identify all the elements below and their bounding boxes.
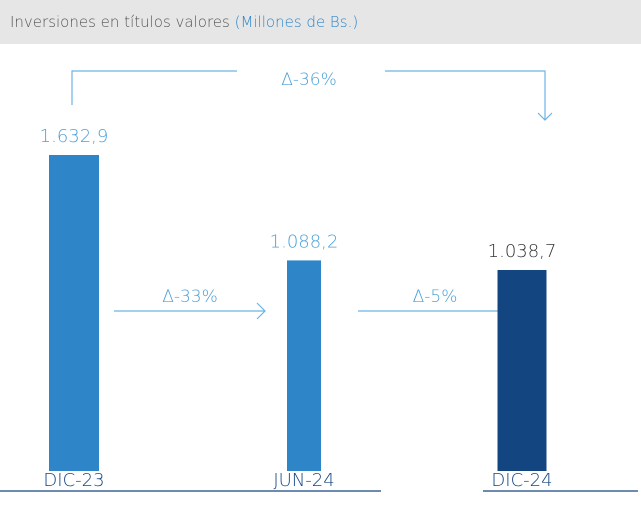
x-tick-label: DIC-24 — [491, 470, 552, 491]
header-band — [0, 0, 641, 44]
bar — [49, 155, 99, 471]
bar — [497, 269, 547, 471]
arrow-top — [71, 70, 553, 121]
title: Inversiones en títulos valores — [10, 13, 230, 31]
chart-title: Inversiones en títulos valores (Millones… — [10, 13, 358, 31]
annotation: Δ-33% — [162, 287, 218, 307]
value-label: 1.088,2 — [270, 231, 339, 252]
x-tick-label: DIC-23 — [43, 470, 104, 491]
bar — [287, 260, 321, 471]
arrow-mid — [114, 302, 266, 320]
value-label: 1.632,9 — [40, 126, 109, 147]
annotation: Δ-36% — [281, 70, 337, 90]
subtitle: (Millones de Bs.) — [235, 13, 359, 31]
value-label: 1.038,7 — [488, 241, 557, 262]
annotation: Δ-5% — [413, 287, 458, 307]
x-tick-label: JUN-24 — [273, 470, 334, 491]
